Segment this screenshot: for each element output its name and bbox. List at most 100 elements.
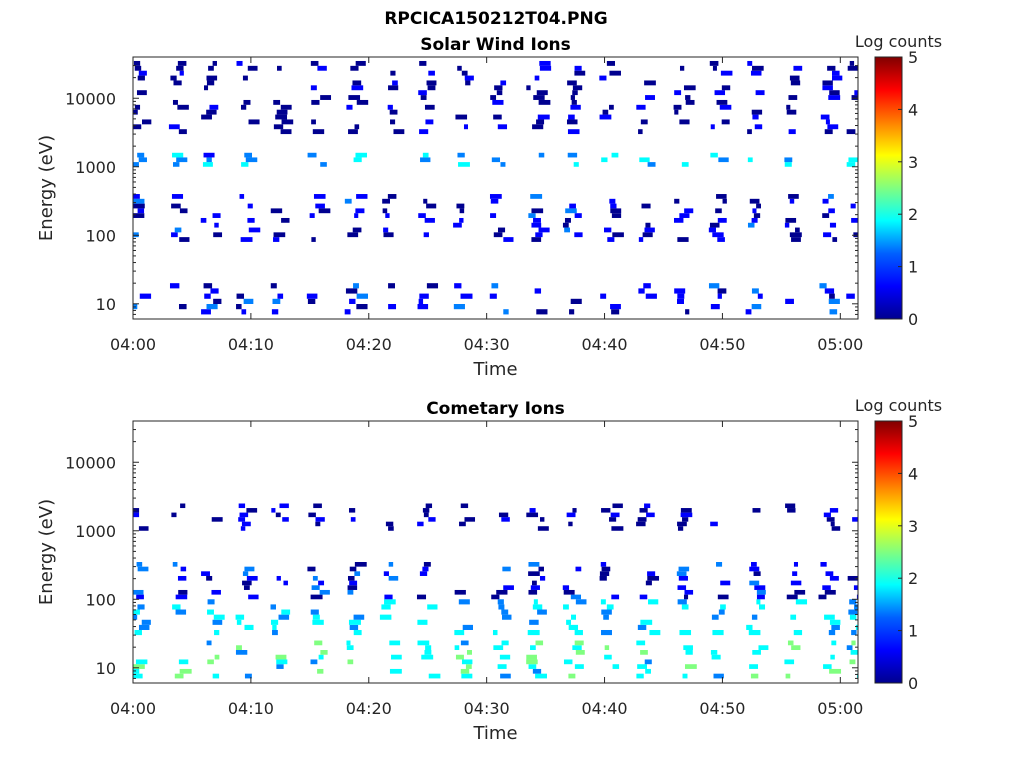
cell-p2-s0-b2-r0 xyxy=(136,594,144,600)
cell-p2-s2-b2-r5 xyxy=(201,571,210,576)
cell-p1-s5-b3-r7 xyxy=(320,95,332,100)
cell-p1-s17-b3-r13 xyxy=(751,65,764,71)
cell-p1-s6-b1-r6 xyxy=(355,208,365,214)
cell-p2-s18-b0-r7 xyxy=(787,640,794,646)
cell-p2-s18-b3-r4 xyxy=(787,508,796,513)
cell-p1-s11-b0-r4 xyxy=(534,288,542,294)
cell-p1-s8-b1-r1 xyxy=(423,232,429,238)
cell-p2-s15-b1-r0 xyxy=(679,629,692,636)
cell-p2-s7-b2-r7 xyxy=(388,562,394,567)
cell-p1-s11-b2-r2 xyxy=(538,152,545,158)
cell-p1-s13-b1-r0 xyxy=(607,237,615,242)
cell-p2-s12-b0-r6 xyxy=(572,645,582,651)
cell-p2-s6-b3-r2 xyxy=(350,517,356,522)
axes-frame xyxy=(132,420,859,684)
cell-p1-s8-b3-r14 xyxy=(419,60,427,66)
cell-p1-s18-b1-r8 xyxy=(789,198,795,204)
cell-p1-s8-b0-r3 xyxy=(419,293,429,299)
cell-p1-s14-b3-r0 xyxy=(638,129,643,135)
cell-p2-s6-b2-r5 xyxy=(354,571,361,576)
cell-p2-s19-b0-r4 xyxy=(830,654,835,660)
cell-p1-s6-b0-r4 xyxy=(345,288,358,294)
cell-p2-s12-b0-r7 xyxy=(574,640,584,646)
cell-p2-s9-b0-r3 xyxy=(461,659,473,665)
cell-p1-s19-b3-r11 xyxy=(832,75,843,81)
cell-p1-s11-b3-r9 xyxy=(526,85,531,91)
y-tick-label: 100 xyxy=(85,590,116,609)
cell-p1-s19-b1-r8 xyxy=(822,198,829,204)
cell-p1-s5-b0-r2 xyxy=(307,298,316,305)
cell-p2-s19-b0-r2 xyxy=(823,664,832,669)
cell-p1-s9-b1-r7 xyxy=(456,203,465,209)
cell-p1-s12-b3-r5 xyxy=(570,104,581,110)
cell-p1-s5-b3-r14 xyxy=(310,60,319,66)
cell-p1-s4-b3-r3 xyxy=(275,114,288,120)
cell-p1-s6-b3-r7 xyxy=(348,95,361,100)
cell-p2-s13-b2-r5 xyxy=(599,571,610,576)
cell-p2-s12-b1-r3 xyxy=(571,614,577,620)
cell-p1-s6-b1-r8 xyxy=(344,198,352,204)
cell-p1-s7-b1-r6 xyxy=(382,208,388,214)
cell-p2-s6-b2-r2 xyxy=(347,585,358,590)
cell-p1-s3-b3-r11 xyxy=(242,75,248,81)
cell-p1-s0-b3-r12 xyxy=(138,70,147,76)
cell-p1-s17-b1-r5 xyxy=(753,213,761,218)
cell-p1-s13-b2-r2 xyxy=(611,152,619,158)
cell-p1-s0-b2-r0 xyxy=(133,162,139,167)
cell-p1-s7-b3-r4 xyxy=(389,109,398,115)
cell-p2-s0-b1-r5 xyxy=(137,604,145,610)
cell-p2-s0-b0-r2 xyxy=(133,664,145,669)
cell-p2-s12-b2-r2 xyxy=(562,585,570,590)
cell-p2-s6-b1-r2 xyxy=(348,619,361,625)
cell-p1-s15-b1-r6 xyxy=(684,208,694,214)
cell-p1-s17-b3-r0 xyxy=(747,129,752,135)
cell-p1-s8-b3-r12 xyxy=(428,70,435,76)
cell-p1-s0-b3-r14 xyxy=(133,60,141,66)
cell-p1-s19-b1-r3 xyxy=(829,222,837,228)
cell-p1-s11-b3-r2 xyxy=(536,119,545,125)
cell-p1-s7-b1-r8 xyxy=(382,198,390,204)
cell-p2-s11-b3-r0 xyxy=(537,526,549,531)
cell-p1-s4-b3-r4 xyxy=(276,109,288,115)
cell-p1-s11-b1-r2 xyxy=(538,227,550,233)
cell-p2-s12-b3-r4 xyxy=(572,508,577,513)
cell-p1-s7-b3-r12 xyxy=(390,70,396,76)
cell-p1-s19-b3-r13 xyxy=(827,65,836,71)
x-tick-label: 05:00 xyxy=(817,335,863,354)
cell-p1-s17-b3-r14 xyxy=(747,60,753,66)
cell-p1-s5-b1-r7 xyxy=(315,203,325,209)
cell-p2-s11-b1-r4 xyxy=(537,609,547,615)
cell-p2-s1-b2-r0 xyxy=(175,594,188,600)
cell-p2-s11-b2-r1 xyxy=(528,589,538,595)
cell-p2-s17-b2-r0 xyxy=(756,594,765,600)
cell-p2-s11-b2-r4 xyxy=(539,575,546,581)
cell-p2-s20-b2-r0 xyxy=(856,594,858,600)
cell-p1-s17-b0-r1 xyxy=(751,304,762,310)
cell-p1-s4-b0-r2 xyxy=(272,298,281,305)
cell-p1-s15-b3-r4 xyxy=(674,109,679,115)
cell-p1-s2-b3-r9 xyxy=(204,85,209,91)
cell-p2-s5-b2-r6 xyxy=(307,566,316,572)
cell-p1-s10-b2-r0 xyxy=(500,162,506,167)
cell-p1-s15-b3-r6 xyxy=(685,99,695,105)
cell-p2-s18-b1-r3 xyxy=(790,614,797,620)
cell-p2-s8-b2-r0 xyxy=(416,594,427,600)
cell-p1-s11-b1-r0 xyxy=(531,237,542,242)
cell-p2-s11-b3-r3 xyxy=(526,512,539,518)
cell-p1-s12-b2-r2 xyxy=(567,152,578,158)
cell-p2-s5-b1-r2 xyxy=(312,619,324,625)
cell-p1-s16-b1-r4 xyxy=(717,217,727,223)
cell-p2-s6-b2-r1 xyxy=(347,589,354,595)
cell-p2-s17-b2-r2 xyxy=(754,585,766,590)
cell-p1-s14-b3-r10 xyxy=(644,80,656,86)
cell-p1-s17-b1-r7 xyxy=(756,203,761,209)
colorbar-tick-label: 4 xyxy=(908,100,918,119)
cell-p1-s8-b3-r2 xyxy=(425,119,434,125)
cell-p2-s11-b1-r0 xyxy=(527,629,540,636)
cell-p2-s9-b0-r4 xyxy=(455,654,464,660)
cell-p2-s10-b0-r2 xyxy=(497,664,507,669)
cell-p1-s16-b1-r1 xyxy=(712,232,724,238)
cell-p2-s8-b3-r4 xyxy=(422,508,430,513)
cell-p1-s9-b3-r13 xyxy=(457,65,462,71)
